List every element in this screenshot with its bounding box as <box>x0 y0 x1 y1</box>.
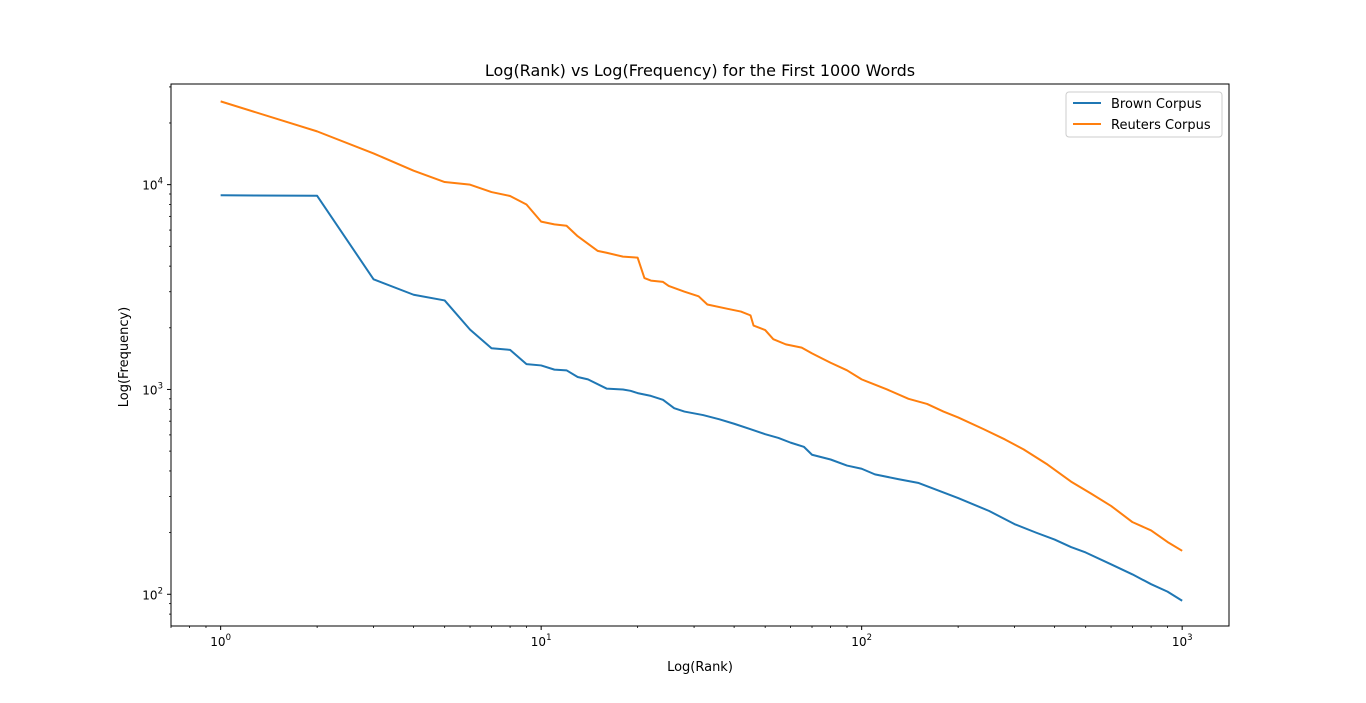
x-tick-label: 101 <box>531 633 552 649</box>
y-tick-label: 102 <box>142 586 163 602</box>
y-tick-label: 104 <box>142 177 163 193</box>
y-tick-label: 103 <box>142 381 163 397</box>
x-tick-label: 102 <box>851 633 872 649</box>
x-tick-label: 100 <box>210 633 231 649</box>
legend-label-reuters: Reuters Corpus <box>1111 118 1211 133</box>
series-line-1 <box>220 100 1183 552</box>
x-tick-label: 103 <box>1172 633 1193 649</box>
chart-title: Log(Rank) vs Log(Frequency) for the Firs… <box>485 61 915 80</box>
plot-frame <box>170 83 1230 627</box>
y-axis-label: Log(Frequency) <box>117 307 132 408</box>
legend-box <box>1065 91 1223 138</box>
legend: Brown Corpus Reuters Corpus <box>1065 91 1223 138</box>
series-line-0 <box>220 194 1183 602</box>
x-axis-label: Log(Rank) <box>667 660 733 675</box>
legend-label-brown: Brown Corpus <box>1111 97 1202 112</box>
